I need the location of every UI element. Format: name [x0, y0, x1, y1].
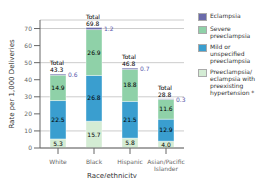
html-text:Mild or unspecified preeclamps: Mild or unspecified preeclampsia [210, 43, 251, 64]
svg-text:0.3: 0.3 [176, 96, 186, 103]
svg-text:Total28.8: Total28.8 [157, 84, 172, 98]
svg-text:15.7: 15.7 [87, 131, 101, 138]
svg-text:26.9: 26.9 [87, 49, 101, 56]
svg-text:60: 60 [24, 42, 32, 49]
svg-text:10: 10 [24, 127, 32, 134]
svg-text:20: 20 [24, 110, 32, 117]
svg-text:12.9: 12.9 [159, 126, 173, 133]
svg-text:50: 50 [24, 59, 32, 66]
html-text:Severe preeclampsia: Severe preeclampsia [210, 25, 251, 39]
svg-text:White: White [49, 158, 67, 165]
svg-text:70: 70 [24, 25, 32, 32]
svg-text:4.0: 4.0 [161, 141, 171, 148]
svg-text:18.8: 18.8 [123, 81, 137, 88]
svg-text:5.8: 5.8 [125, 139, 135, 146]
svg-text:14.9: 14.9 [51, 84, 65, 91]
svg-text:Asian/PacificIslander: Asian/PacificIslander [147, 158, 184, 172]
svg-text:21.5: 21.5 [123, 116, 137, 123]
svg-text:0: 0 [28, 144, 32, 151]
svg-text:Rate per 1,000 Deliveries: Rate per 1,000 Deliveries [8, 39, 16, 129]
svg-text:Race/ethnicity: Race/ethnicity [87, 172, 137, 178]
svg-text:1.2: 1.2 [104, 25, 114, 32]
svg-text:5.3: 5.3 [53, 140, 63, 147]
svg-text:0.7: 0.7 [140, 65, 150, 72]
svg-text:22.5: 22.5 [51, 116, 65, 123]
svg-text:0.6: 0.6 [68, 71, 78, 78]
svg-text:Black: Black [86, 158, 103, 165]
svg-text:30: 30 [24, 93, 32, 100]
svg-text:Hispanic: Hispanic [117, 158, 143, 166]
html-text:Eclampsia: Eclampsia [210, 12, 241, 19]
svg-text:Total69.8: Total69.8 [85, 13, 100, 27]
svg-text:Total46.8: Total46.8 [121, 53, 136, 67]
svg-text:Total43.3: Total43.3 [49, 59, 64, 73]
svg-text:40: 40 [24, 76, 32, 83]
svg-text:26.8: 26.8 [87, 94, 101, 101]
html-text:Preeclampsia/ eclampsia with p: Preeclampsia/ eclampsia with preexisting… [210, 68, 256, 96]
svg-text:11.6: 11.6 [159, 105, 173, 112]
